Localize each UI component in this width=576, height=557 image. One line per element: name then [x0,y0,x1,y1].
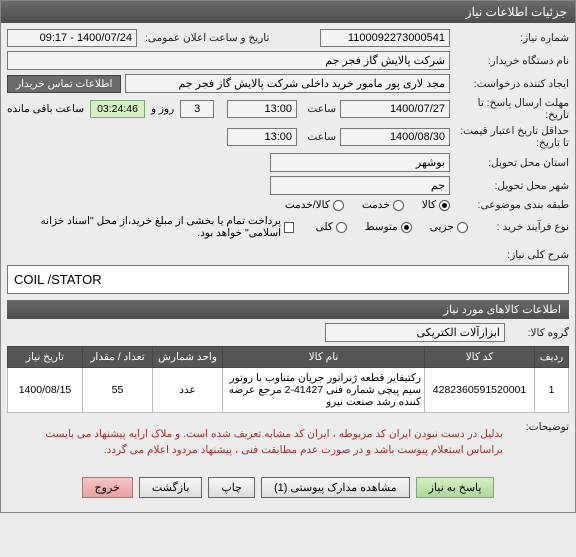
radio-proc-0[interactable]: جزیی [430,221,468,233]
section-items-title: اطلاعات کالاهای مورد نیاز [7,300,569,319]
field-reply-time: 13:00 [227,100,297,118]
th-idx: ردیف [535,347,569,368]
countdown-time: 03:24:46 [90,100,145,118]
radio-dot-icon [439,200,450,211]
cell-code: 4282360591520001 [425,368,535,413]
label-requester: ایجاد کننده درخواست: [454,78,569,90]
exit-button[interactable]: خروج [82,477,133,498]
label-announce-dt: تاریخ و ساعت اعلان عمومی: [141,32,316,44]
label-time1: ساعت [301,103,336,115]
label-note: توضیحات: [509,421,569,433]
th-qty: تعداد / مقدار [83,347,153,368]
note-text: بدلیل در دست نبودن ایران کد مربوطه ، ایر… [7,421,505,465]
field-announce-dt: 1400/07/24 - 09:17 [7,29,137,47]
field-requester: مجد لاری پور مامور خرید داخلی شرکت پالای… [125,74,450,93]
subject-cat-group: کالا خدمت کالا/خدمت [285,199,450,211]
cell-qty: 55 [83,368,153,413]
radio-proc-1[interactable]: متوسط [365,221,412,233]
cell-name: رکتیفایر قطعه ژنراتور جریان متناوب با رو… [223,368,425,413]
label-buyer-org: نام دستگاه خریدار: [454,55,569,67]
field-delivery-city: جم [270,176,450,195]
label-day-word: روز و [151,103,174,115]
countdown-days: 3 [180,100,214,118]
label-need-title: شرح کلی نیاز: [454,249,569,261]
radio-cat-0[interactable]: کالا [422,199,450,211]
buy-process-group: جزیی متوسط کلی [316,221,468,233]
label-delivery-prov: استان محل تحویل: [454,157,569,169]
label-pay-note: پرداخت تمام یا بخشی از مبلغ خرید،از محل … [7,215,281,239]
label-time2: ساعت [301,131,336,143]
radio-dot-icon [457,222,468,233]
th-name: نام کالا [223,347,425,368]
cell-date: 1400/08/15 [8,368,83,413]
radio-dot-icon [336,222,347,233]
contact-info-button[interactable]: اطلاعات تماس خریدار [7,75,121,93]
back-button[interactable]: بازگشت [139,477,203,498]
radio-dot-icon [333,200,344,211]
radio-proc-2[interactable]: کلی [316,221,347,233]
field-delivery-prov: بوشهر [270,153,450,172]
field-price-time: 13:00 [227,128,297,146]
attachments-button[interactable]: مشاهده مدارک پیوستی (1) [261,477,410,498]
th-code: کد کالا [425,347,535,368]
radio-cat-2[interactable]: کالا/خدمت [285,199,344,211]
field-price-date: 1400/08/30 [340,128,450,146]
table-row[interactable]: 1 4282360591520001 رکتیفایر قطعه ژنراتور… [8,368,569,413]
label-subject-cat: طبقه بندی موضوعی: [454,199,569,211]
cell-unit: عدد [153,368,223,413]
checkbox-treasury[interactable] [284,222,294,233]
window-titlebar: جزئیات اطلاعات نیاز [1,1,575,23]
radio-dot-icon [393,200,404,211]
items-table: ردیف کد کالا نام کالا واحد شمارش تعداد /… [7,346,569,413]
th-date: تاریخ نیاز [8,347,83,368]
field-req-no: 1100092273000541 [320,29,450,47]
radio-dot-icon [401,222,412,233]
print-button[interactable]: چاپ [208,477,255,498]
respond-button[interactable]: پاسخ به نیاز [416,477,495,498]
label-price-valid: حداقل تاریخ اعتبار قیمت: تا تاریخ: [454,125,569,149]
label-buy-process: نوع فرآیند خرید : [472,221,569,233]
field-buyer-org: شرکت پالایش گاز فجر جم [7,51,450,70]
cell-idx: 1 [535,368,569,413]
radio-cat-1[interactable]: خدمت [362,199,404,211]
label-req-no: شماره نیاز: [454,32,569,44]
field-reply-date: 1400/07/27 [340,100,450,118]
th-unit: واحد شمارش [153,347,223,368]
label-reply-deadline: مهلت ارسال پاسخ: تا تاریخ: [454,97,569,121]
label-remain: ساعت باقی مانده [7,103,84,115]
field-need-title: COIL /STATOR [7,265,569,294]
label-delivery-city: شهر محل تحویل: [454,180,569,192]
label-item-group: گروه کالا: [509,327,569,339]
field-item-group: ابزارآلات الکتریکی [325,323,505,342]
